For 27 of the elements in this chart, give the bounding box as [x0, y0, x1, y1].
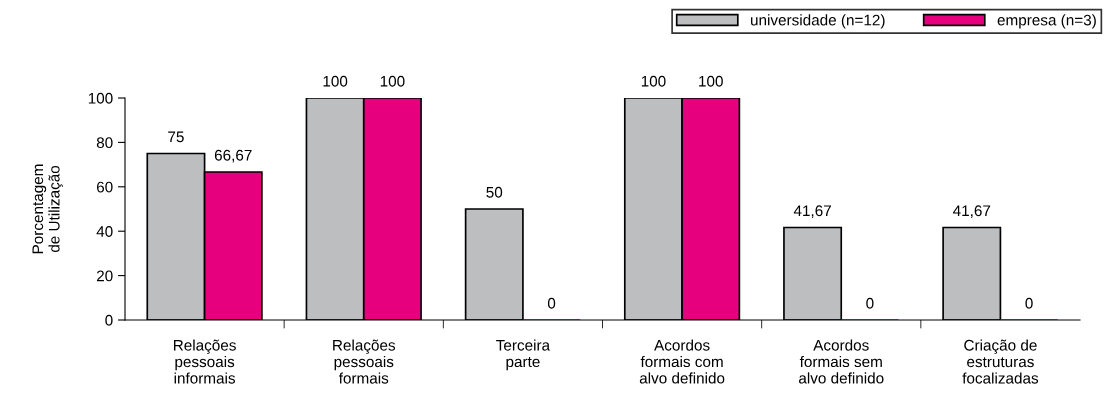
x-tick-label: Terceira parte	[496, 339, 551, 371]
data-label: 50	[486, 186, 503, 198]
legend-label: universidade (n=12)	[751, 14, 885, 29]
x-tick-label: Relações pessoais formais	[333, 339, 396, 384]
y-axis-title: Porcentagem de Utilização	[32, 164, 63, 254]
y-tick-label: 80	[96, 137, 113, 149]
data-label: 100	[380, 75, 405, 87]
data-label: 41,67	[953, 205, 991, 218]
y-tick-label: 0	[105, 314, 113, 326]
data-label: 0	[547, 297, 556, 309]
data-label: 100	[641, 75, 666, 87]
data-label: 0	[866, 297, 874, 309]
x-tick-label: Relações pessoais informais	[173, 339, 236, 384]
x-tick-label: Criação de estruturas focalizadas	[962, 339, 1039, 384]
data-label: 100	[699, 75, 723, 87]
data-label: 100	[323, 75, 348, 87]
y-tick-label: 40	[96, 226, 113, 237]
data-label: 0	[1025, 297, 1033, 309]
y-tick-label: 60	[96, 181, 113, 193]
legend-label: empresa (n=3)	[997, 14, 1096, 29]
x-tick-label: Acordos formais sem alvo definido	[799, 339, 884, 384]
data-label: 66,67	[214, 149, 252, 163]
data-label: 75	[168, 131, 184, 143]
x-tick-label: Acordos formais com alvo definido	[639, 339, 725, 384]
y-tick-label: 20	[96, 270, 113, 282]
data-label: 41,67	[793, 205, 831, 218]
y-tick-label: 100	[88, 92, 113, 104]
